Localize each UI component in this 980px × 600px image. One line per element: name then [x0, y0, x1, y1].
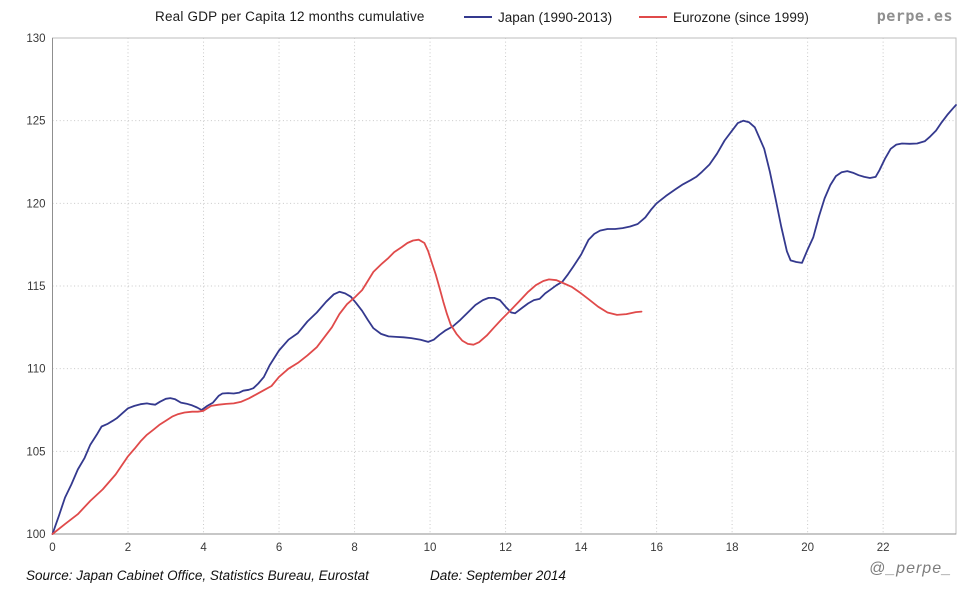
x-tick-label: 10: [424, 542, 437, 554]
y-tick-label: 110: [27, 364, 45, 376]
legend-label-japan: Japan (1990-2013): [498, 9, 613, 25]
footer-date: Date: September 2014: [430, 568, 566, 583]
x-tick-label: 4: [200, 542, 207, 554]
chart-title: Real GDP per Capita 12 months cumulative: [155, 9, 425, 24]
watermark-handle: @_perpe_: [869, 560, 952, 577]
y-tick-label: 100: [26, 529, 45, 541]
x-tick-label: 22: [877, 542, 890, 554]
x-tick-label: 12: [499, 542, 512, 554]
y-tick-label: 105: [26, 446, 45, 458]
x-tick-label: 0: [49, 542, 55, 554]
legend-item-eurozone: Eurozone (since 1999): [639, 9, 809, 25]
series-line-japan: [51, 104, 957, 535]
legend-label-eurozone: Eurozone (since 1999): [673, 9, 809, 25]
y-tick-label: 115: [27, 281, 45, 293]
x-tick-label: 20: [801, 542, 814, 554]
x-tick-label: 14: [575, 542, 588, 554]
y-tick-label: 130: [26, 33, 45, 45]
y-tick-label: 120: [26, 198, 45, 210]
x-tick-label: 8: [351, 542, 357, 554]
x-tick-label: 18: [726, 542, 739, 554]
plot-border: [52, 37, 957, 535]
x-tick-label: 2: [125, 542, 131, 554]
x-tick-label: 16: [650, 542, 663, 554]
y-tick-label: 125: [26, 116, 45, 128]
legend-item-japan: Japan (1990-2013): [464, 9, 612, 25]
footer-source: Source: Japan Cabinet Office, Statistics…: [26, 568, 369, 583]
series-line-eurozone: [51, 238, 643, 535]
japan-line-swatch: [464, 16, 492, 18]
watermark-site: perpe.es: [876, 7, 953, 25]
eurozone-line-swatch: [639, 16, 667, 18]
x-tick-label: 6: [276, 542, 282, 554]
